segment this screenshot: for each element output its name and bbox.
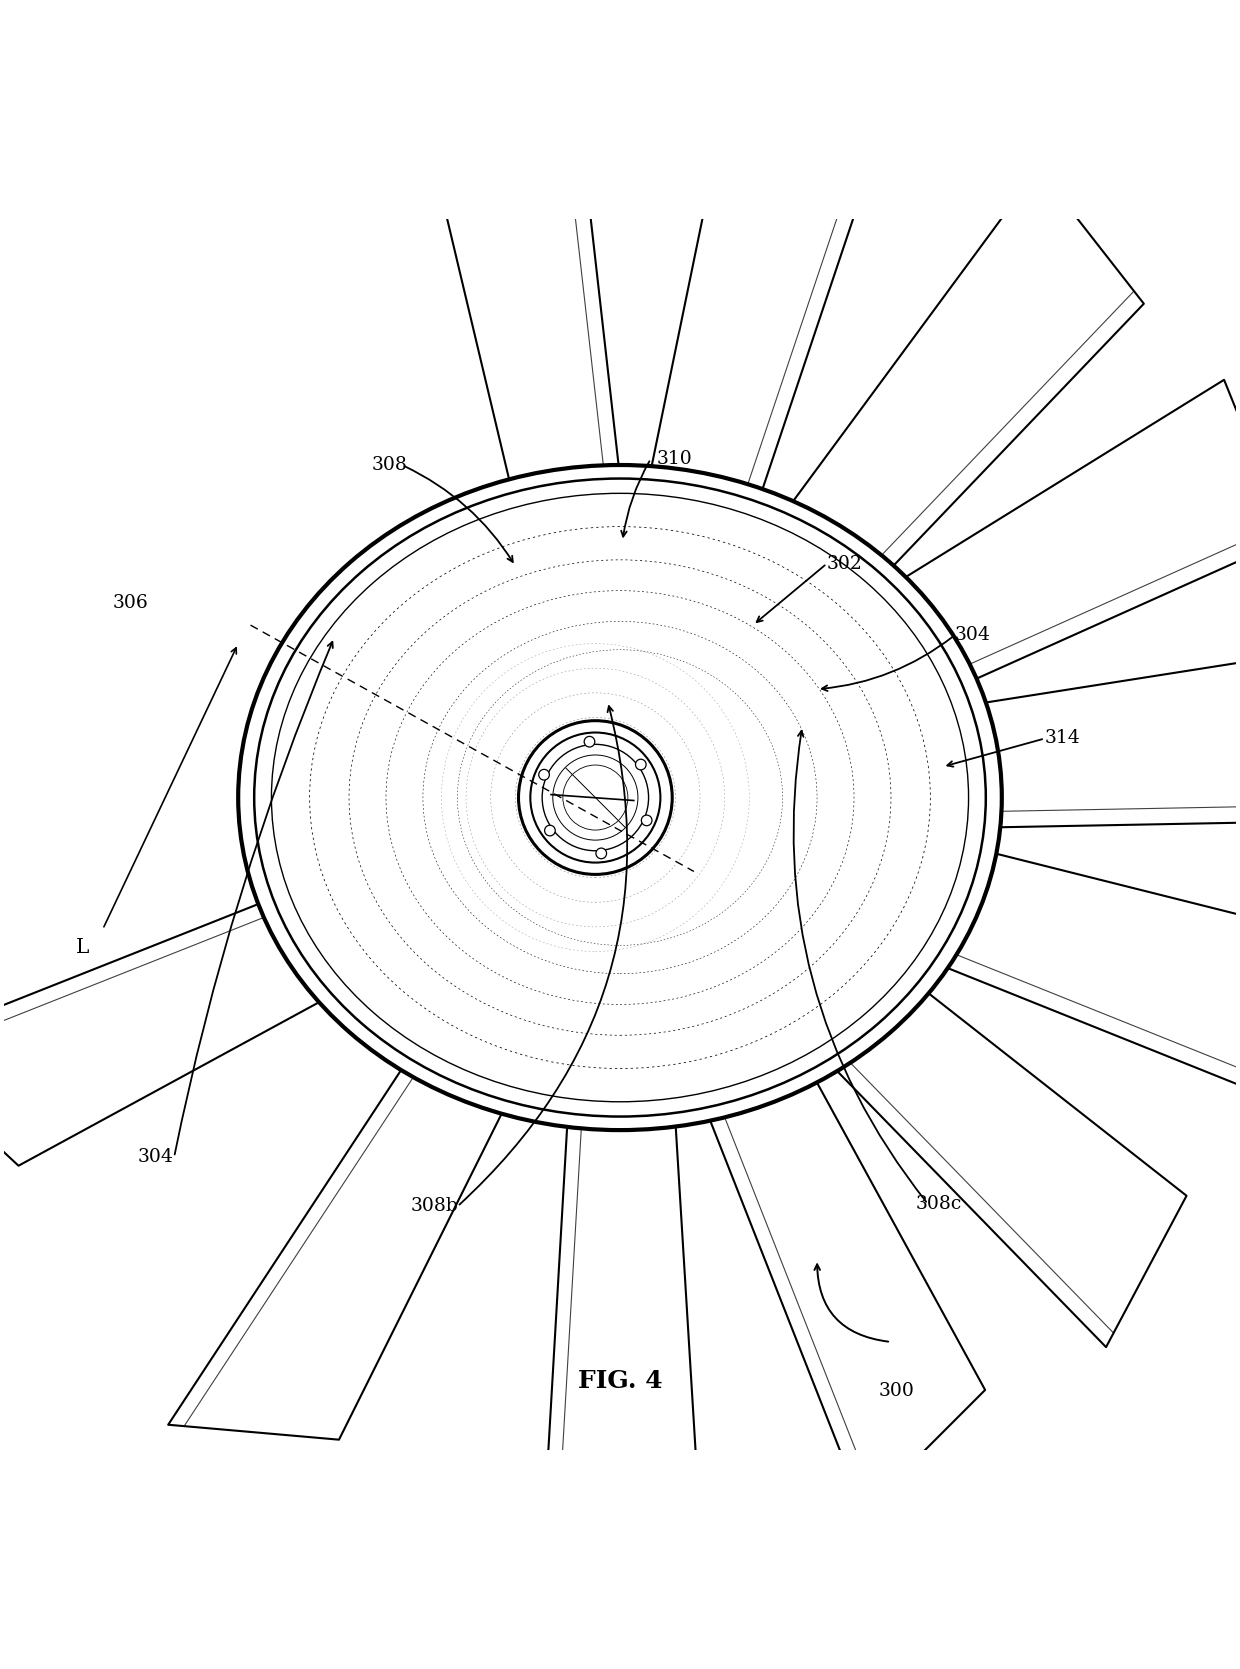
Polygon shape	[637, 32, 885, 594]
Ellipse shape	[641, 814, 652, 826]
Polygon shape	[0, 863, 441, 1165]
Ellipse shape	[584, 736, 595, 748]
Text: 308b: 308b	[410, 1197, 459, 1215]
Text: 304: 304	[955, 626, 991, 644]
Polygon shape	[839, 819, 1240, 1102]
Text: 308c: 308c	[915, 1195, 962, 1213]
Ellipse shape	[544, 824, 556, 836]
Text: FIG. 4: FIG. 4	[578, 1369, 662, 1394]
Text: 308: 308	[371, 456, 407, 474]
Ellipse shape	[238, 466, 1002, 1130]
Polygon shape	[812, 381, 1240, 734]
Text: 300: 300	[879, 1382, 915, 1400]
Polygon shape	[774, 911, 1187, 1347]
Ellipse shape	[538, 769, 549, 779]
Ellipse shape	[516, 718, 675, 878]
Text: 310: 310	[657, 451, 693, 467]
Polygon shape	[542, 1016, 698, 1566]
Text: 314: 314	[1045, 729, 1081, 748]
Ellipse shape	[635, 759, 646, 769]
Ellipse shape	[596, 848, 606, 860]
Text: 306: 306	[113, 594, 149, 613]
Polygon shape	[742, 169, 1143, 656]
Polygon shape	[169, 1001, 553, 1440]
Text: 304: 304	[138, 1148, 174, 1167]
Polygon shape	[409, 58, 631, 572]
Text: 302: 302	[827, 554, 863, 572]
Text: L: L	[76, 938, 89, 958]
Polygon shape	[683, 978, 985, 1510]
Polygon shape	[853, 651, 1240, 829]
